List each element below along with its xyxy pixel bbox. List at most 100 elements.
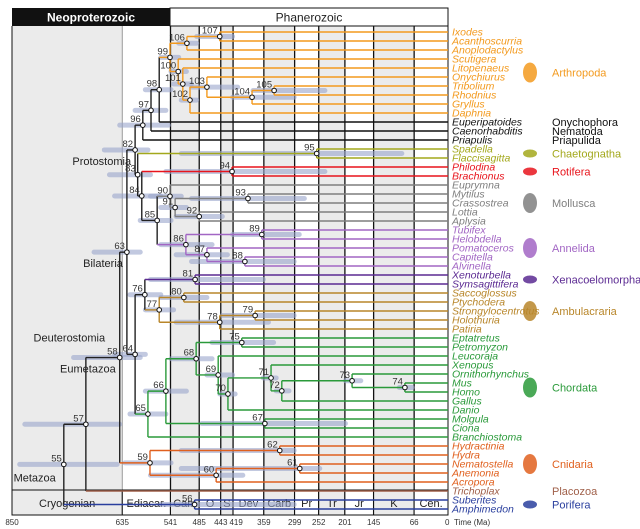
- taxon-label: Mytilus: [452, 189, 485, 201]
- node-marker: [140, 122, 146, 128]
- node-number-label: 57: [73, 413, 84, 424]
- node-number-label: 74: [392, 377, 403, 388]
- node-number-label: 106: [169, 32, 185, 43]
- node-marker: [349, 377, 355, 384]
- node-number-label: 55: [51, 453, 62, 464]
- node-marker: [83, 421, 89, 428]
- taxon-label: Capitella: [452, 252, 493, 264]
- taxon-label: Euperipatoides: [452, 117, 523, 129]
- clade-silhouette-icon: [523, 167, 537, 176]
- node-number-label: 61: [287, 458, 298, 469]
- tick-label: 299: [288, 518, 302, 527]
- taxon-label: Tribolium: [452, 81, 495, 93]
- node-number-label: 105: [256, 80, 272, 91]
- node-number-label: 81: [183, 269, 194, 280]
- node-marker: [183, 241, 189, 248]
- node-number-label: 104: [234, 86, 250, 97]
- taxon-label: Mus: [452, 378, 473, 390]
- tick-label: 0: [445, 518, 450, 527]
- taxon-label: Molgula: [452, 414, 489, 426]
- node-marker: [132, 351, 138, 358]
- taxon-label: Euprymna: [452, 180, 500, 192]
- node-marker: [271, 87, 277, 94]
- clade-silhouette-icon: [523, 377, 537, 398]
- tick-label: 485: [193, 518, 207, 527]
- node-marker: [229, 168, 235, 175]
- clade-label: Chordata: [552, 383, 598, 395]
- node-number-label: 85: [145, 209, 156, 220]
- period-band: [263, 26, 295, 515]
- era-label-neoproterozoic: Neoproterozoic: [47, 11, 135, 25]
- period-band: [12, 26, 123, 515]
- node-number-label: 71: [258, 367, 269, 378]
- period-label: Tr: [327, 498, 337, 510]
- clade-label: Onychophora: [552, 117, 619, 129]
- tick-label: 541: [164, 518, 178, 527]
- taxon-label: Gryllus: [452, 99, 485, 111]
- taxon-label: Caenorhabditis: [452, 126, 523, 138]
- node-number-label: 103: [189, 76, 205, 87]
- node-number-label: 76: [132, 284, 143, 295]
- node-marker: [249, 94, 255, 101]
- node-marker: [276, 447, 283, 454]
- taxon-label: Scutigera: [452, 54, 497, 66]
- node-marker: [313, 150, 320, 157]
- node-number-label: 79: [243, 305, 254, 316]
- node-marker: [163, 388, 169, 394]
- clade-silhouette-icon: [523, 301, 537, 321]
- period-box: [318, 489, 346, 516]
- node-number-label: 93: [235, 188, 246, 199]
- tick-label: 635: [116, 518, 130, 527]
- period-band: [318, 26, 345, 515]
- node-marker: [216, 319, 223, 326]
- taxon-label: Anoplodactylus: [451, 45, 524, 57]
- node-marker: [196, 213, 203, 220]
- node-number-label: 67: [252, 413, 263, 424]
- node-marker: [242, 258, 248, 265]
- period-box: [373, 489, 415, 516]
- taxon-label: Danio: [452, 405, 480, 417]
- node-number-label: 94: [219, 161, 230, 172]
- tick-label: 145: [367, 518, 381, 527]
- taxon-label: Strongylocentrotus: [452, 306, 540, 318]
- taxon-label: Amphimedon: [451, 504, 514, 516]
- node-number-label: 96: [130, 114, 141, 125]
- taxon-label: Holothuria: [452, 315, 500, 327]
- node-marker: [213, 472, 219, 479]
- tick-label: 419: [229, 518, 243, 527]
- node-number-label: 64: [123, 343, 134, 354]
- node-number-label: 65: [135, 403, 146, 414]
- taxon-label: Onychiurus: [452, 72, 506, 84]
- node-marker: [172, 204, 178, 211]
- node-number-label: 82: [123, 139, 134, 150]
- node-number-label: 60: [204, 464, 215, 475]
- taxon-label: Helobdella: [452, 234, 502, 246]
- period-band: [233, 26, 264, 515]
- clade-silhouette-icon: [523, 193, 537, 213]
- clade-name-label: Bilateria: [83, 258, 124, 270]
- node-marker: [147, 460, 153, 466]
- taxon-label: Symsagittifera: [452, 279, 519, 291]
- period-band: [344, 26, 374, 515]
- period-bands: CryogenianEdiacar.CamOSDevCarbPrTrJrKCen…: [11, 26, 449, 516]
- node-number-label: 98: [147, 79, 158, 90]
- node-number-label: 77: [147, 299, 158, 310]
- taxon-label: Spadella: [452, 144, 493, 156]
- period-label: Cen.: [419, 498, 442, 510]
- taxon-label: Hydractinia: [452, 441, 505, 453]
- node-marker: [245, 195, 251, 202]
- node-marker: [116, 354, 123, 361]
- taxon-label: Eptatretus: [452, 333, 501, 345]
- clade-label: Chaetognatha: [552, 149, 622, 161]
- tick-label: 359: [257, 518, 271, 527]
- node-number-label: 100: [160, 61, 176, 72]
- period-band: [122, 26, 171, 515]
- taxon-label: Hydra: [452, 450, 480, 462]
- clade-label: Cnidaria: [552, 459, 594, 471]
- taxon-label: Ptychodera: [452, 297, 505, 309]
- period-label: K: [390, 498, 398, 510]
- period-band: [414, 26, 448, 515]
- node-marker: [225, 391, 231, 397]
